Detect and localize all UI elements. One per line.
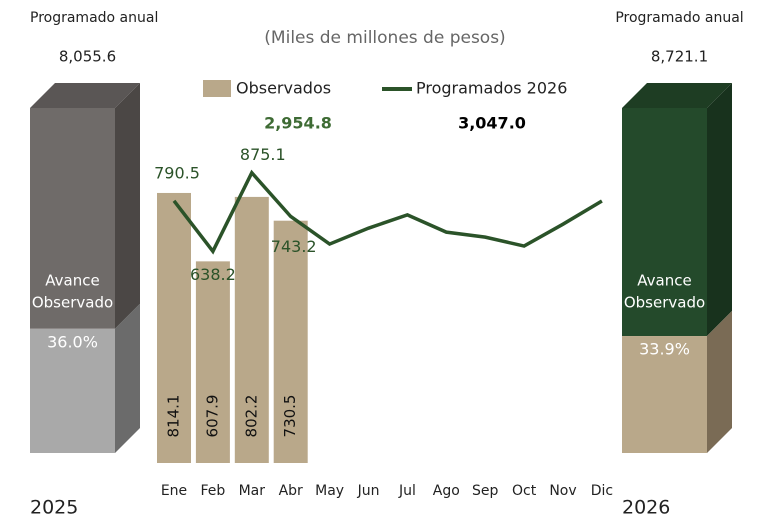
- x-tick-label: Nov: [549, 483, 576, 499]
- line-value-label: 743.2: [271, 237, 317, 256]
- panel-lower-side: [707, 311, 732, 453]
- line-value-label: 875.1: [240, 145, 286, 164]
- total-label: 2,954.8: [264, 114, 332, 133]
- panel-percent: 33.9%: [639, 340, 690, 359]
- line-value-label: 790.5: [154, 163, 200, 182]
- x-tick-label: Jul: [398, 483, 416, 499]
- x-tick-label: Abr: [279, 483, 303, 499]
- panel-title: Programado anual: [30, 10, 158, 26]
- chart-subtitle: (Miles de millones de pesos): [264, 28, 505, 48]
- x-tick-label: Dic: [591, 483, 613, 499]
- bar: [195, 261, 230, 463]
- bar-value-label: 730.5: [281, 395, 299, 438]
- panel-inner-label: Avance: [45, 272, 99, 290]
- panel-inner-label: Observado: [32, 294, 113, 312]
- total-label: 3,047.0: [458, 114, 526, 133]
- x-tick-label: Sep: [472, 483, 499, 499]
- panel-year: 2026: [622, 497, 670, 519]
- legend-swatch: [203, 80, 231, 97]
- x-tick-label: Oct: [512, 483, 537, 499]
- panel-inner-label: Avance: [637, 272, 691, 290]
- bar: [234, 196, 269, 463]
- x-tick-label: Jun: [357, 483, 380, 499]
- bar-value-label: 814.1: [165, 395, 183, 438]
- panel-cap: [622, 83, 732, 108]
- line-value-label: 638.2: [190, 265, 236, 284]
- x-tick-label: Ago: [433, 483, 460, 499]
- x-tick-label: Mar: [239, 483, 266, 499]
- x-tick-label: May: [315, 483, 344, 499]
- panel-cap: [30, 83, 140, 108]
- bar: [157, 192, 191, 464]
- panel-upper: [30, 108, 115, 329]
- panel-upper-side: [707, 83, 732, 337]
- bar: [273, 220, 308, 463]
- panel-upper: [622, 108, 707, 337]
- panel-inner-label: Observado: [624, 294, 705, 312]
- panel-upper-side: [115, 83, 140, 329]
- panel-title: Programado anual: [615, 10, 743, 26]
- panel-total: 8,055.6: [59, 48, 116, 66]
- x-tick-label: Feb: [201, 483, 226, 499]
- panel-lower: [30, 328, 115, 453]
- panel-total: 8,721.1: [651, 48, 708, 66]
- x-tick-label: Ene: [161, 483, 187, 499]
- panel-percent: 36.0%: [47, 332, 98, 351]
- panel-year: 2025: [30, 497, 78, 519]
- line: [172, 169, 603, 255]
- bar-value-label: 607.9: [203, 395, 221, 438]
- panel-lower-side: [115, 303, 140, 453]
- legend-label: Observados: [236, 79, 331, 98]
- legend-label: Programados 2026: [416, 79, 567, 98]
- bar-value-label: 802.2: [242, 395, 260, 438]
- panel-lower: [622, 336, 707, 453]
